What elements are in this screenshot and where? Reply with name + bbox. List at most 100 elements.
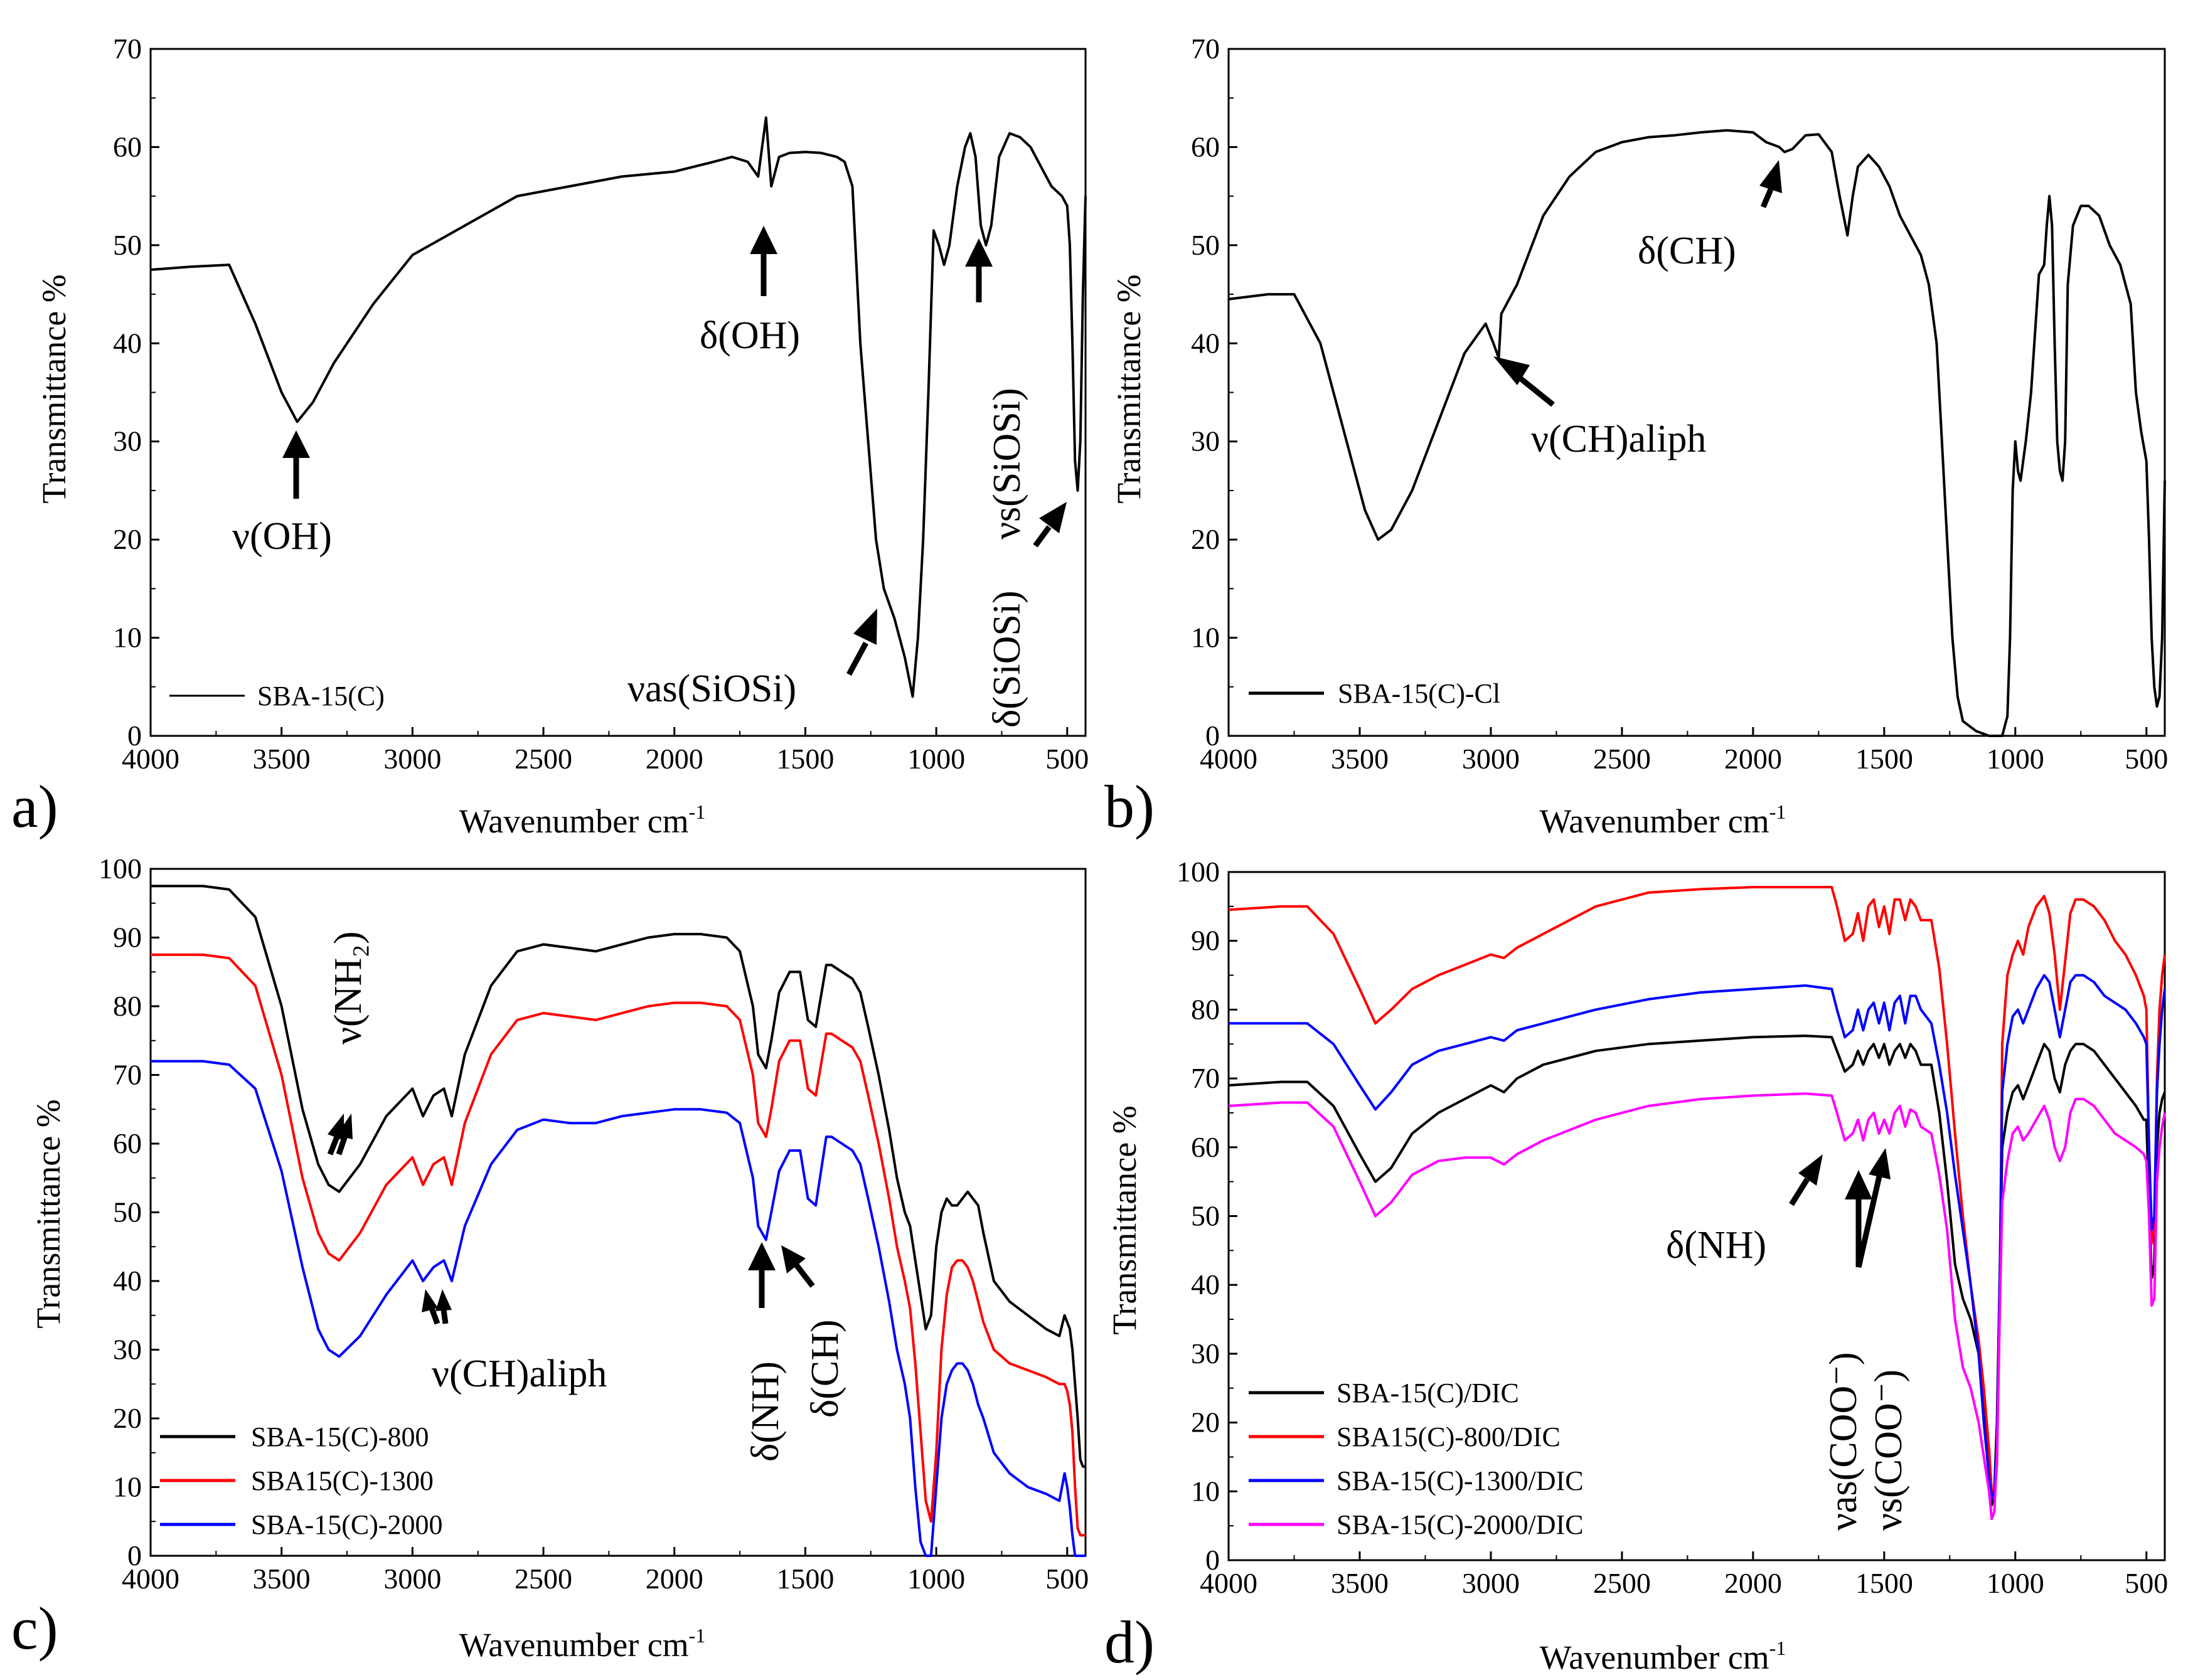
annotation-delta-siosi: δ(SiOSi) bbox=[986, 590, 1028, 728]
panel-c-annotations: ν(NH₂) ν(CH)aliph δ(NH) δ(CH) bbox=[327, 932, 846, 1462]
panel-d-ytick-label-30: 30 bbox=[1191, 1337, 1220, 1369]
panel-d-legend-label-2: SBA-15(C)-1300/DIC bbox=[1337, 1465, 1584, 1496]
arrow-nuas-coo-head bbox=[1845, 1170, 1872, 1199]
panel-d-legend-label-0: SBA-15(C)/DIC bbox=[1337, 1378, 1519, 1408]
panel-a-ylabel: Transmittance % bbox=[35, 274, 73, 503]
panel-d-xtick-label-4000: 4000 bbox=[1200, 1567, 1257, 1599]
annotation-delta-nh-c: δ(NH) bbox=[744, 1361, 787, 1462]
panel-d-series bbox=[1228, 886, 2166, 1521]
panel-d-xtick-label-1000: 1000 bbox=[1987, 1567, 2044, 1599]
panel-c-xtick-label-3500: 3500 bbox=[253, 1563, 311, 1595]
panel-d-xtick-label-2500: 2500 bbox=[1593, 1567, 1651, 1599]
arrow-delta-ch-b-head bbox=[1759, 160, 1782, 193]
annotation-nu-nh2: ν(NH₂) bbox=[327, 932, 370, 1045]
panel-d-legend-label-3: SBA-15(C)-2000/DIC bbox=[1337, 1509, 1584, 1540]
panel-d-ytick-label-20: 20 bbox=[1191, 1406, 1220, 1438]
panel-d-xtick-label-2000: 2000 bbox=[1724, 1567, 1782, 1599]
panel-b-xtick-label-2500: 2500 bbox=[1593, 743, 1651, 775]
panel-b-xtick-label-2000: 2000 bbox=[1724, 743, 1782, 775]
panel-c-series bbox=[151, 885, 1086, 1557]
panel-b-ylabel: Transmittance % bbox=[1110, 274, 1148, 503]
panel-b-ytick-label-30: 30 bbox=[1191, 425, 1220, 457]
panel-c-legend: SBA-15(C)-800 SBA15(C)-1300 SBA-15(C)-20… bbox=[160, 1422, 443, 1540]
panel-c-ylabel: Transmittance % bbox=[29, 1099, 67, 1328]
panel-c-xtick-label-3000: 3000 bbox=[383, 1563, 441, 1595]
panel-c-ytick-label-80: 80 bbox=[113, 990, 142, 1022]
panel-c-series-1 bbox=[151, 953, 1086, 1537]
panel-c-legend-label-1: SBA15(C)-1300 bbox=[251, 1465, 434, 1496]
panel-b-series bbox=[1228, 129, 2166, 737]
panel-b-ytick-label-0: 0 bbox=[1205, 720, 1220, 752]
panel-c-ytick-label-50: 50 bbox=[113, 1196, 142, 1228]
panel-a-ytick-label-10: 10 bbox=[113, 622, 142, 654]
panel-c-label: c) bbox=[11, 1595, 58, 1662]
panel-a-xtick-label-500: 500 bbox=[1045, 743, 1089, 775]
panel-d-annotations: δ(NH) νas(COO⁻) νs(COO⁻) bbox=[1666, 1148, 1910, 1531]
panel-d: 0 10 20 30 40 50 60 70 80 90 100 4000 3500 3000 2500 20… bbox=[1104, 856, 2168, 1676]
panel-a: 0 10 20 30 40 50 60 70 4000 3500 3000 2500 2000 1500 1… bbox=[11, 33, 1089, 840]
arrow-nu-ch-c-b-head bbox=[435, 1289, 452, 1311]
panel-d-ytick-label-60: 60 bbox=[1191, 1131, 1220, 1163]
panel-d-ytick-label-90: 90 bbox=[1191, 925, 1220, 957]
panel-a-xtick-label-3500: 3500 bbox=[253, 743, 311, 775]
panel-a-xtick-label-1000: 1000 bbox=[907, 743, 965, 775]
panel-c-xlabel: Wavenumber cm-1 bbox=[459, 1624, 706, 1664]
panel-a-xtick-label-2500: 2500 bbox=[515, 743, 572, 775]
panel-d-xtick-label-500: 500 bbox=[2125, 1567, 2168, 1599]
panel-c-xtick-label-500: 500 bbox=[1045, 1563, 1089, 1595]
panel-a-ytick-label-20: 20 bbox=[113, 523, 142, 555]
panel-b: 0 10 20 30 40 50 60 70 4000 3500 3000 2500 2000 1500 1… bbox=[1104, 33, 2168, 840]
panel-a-xlabel: Wavenumber cm-1 bbox=[459, 800, 706, 840]
panel-b-ytick-label-70: 70 bbox=[1191, 33, 1220, 65]
panel-a-series-0 bbox=[150, 116, 1087, 698]
panel-a-ytick-label-0: 0 bbox=[127, 720, 142, 752]
panel-a-xtick-label-2000: 2000 bbox=[646, 743, 703, 775]
annotation-nus-siosi: νs(SiOSi) bbox=[986, 388, 1028, 540]
annotation-nuas-siosi: νas(SiOSi) bbox=[627, 667, 796, 710]
panel-b-ytick-label-40: 40 bbox=[1191, 327, 1220, 359]
panel-a-xtick-label-3000: 3000 bbox=[383, 743, 441, 775]
panel-b-axes: 0 10 20 30 40 50 60 70 4000 3500 3000 2500 2000 1500 1… bbox=[1191, 33, 2168, 775]
panel-d-ylabel: Transmittance % bbox=[1106, 1105, 1143, 1334]
annotation-nus-coo: νs(COO⁻) bbox=[1867, 1369, 1910, 1531]
arrow-nu-ch-aliph-b-head bbox=[1493, 356, 1530, 385]
panel-c-ytick-label-30: 30 bbox=[113, 1334, 142, 1366]
arrow-nuas-siosi-head bbox=[853, 609, 877, 645]
arrow-nuas-siosi bbox=[846, 641, 868, 676]
panel-a-ytick-label-30: 30 bbox=[113, 425, 142, 457]
arrow-nu-ch-c-a-head bbox=[422, 1289, 438, 1312]
panel-d-ytick-label-40: 40 bbox=[1191, 1268, 1220, 1300]
panel-d-legend-label-1: SBA15(C)-800/DIC bbox=[1337, 1422, 1561, 1452]
panel-d-axes: 0 10 20 30 40 50 60 70 80 90 100 4000 3500 3000 2500 20… bbox=[1177, 856, 2168, 1599]
panel-c-legend-label-2: SBA-15(C)-2000 bbox=[251, 1509, 443, 1540]
panel-b-frame bbox=[1227, 48, 2166, 737]
arrow-nus-siosi-head bbox=[965, 238, 993, 267]
arrow-delta-nh-d-head bbox=[1798, 1154, 1823, 1186]
panel-c-xtick-label-4000: 4000 bbox=[122, 1563, 179, 1595]
panel-c-legend-label-0: SBA-15(C)-800 bbox=[251, 1422, 429, 1452]
panel-a-frame bbox=[149, 48, 1087, 737]
panel-b-ytick-label-10: 10 bbox=[1191, 622, 1220, 654]
panel-c-ytick-label-70: 70 bbox=[113, 1059, 142, 1091]
panel-d-ytick-label-0: 0 bbox=[1205, 1544, 1220, 1576]
arrow-delta-ch-c-head bbox=[781, 1245, 806, 1273]
arrow-delta-nh-d bbox=[1789, 1178, 1810, 1206]
annotation-nuas-coo: νas(COO⁻) bbox=[1822, 1352, 1865, 1531]
panel-c-xtick-label-1000: 1000 bbox=[907, 1563, 965, 1595]
panel-c-series-0 bbox=[151, 885, 1086, 1468]
panel-b-xtick-label-500: 500 bbox=[2125, 743, 2168, 775]
panel-c-ytick-label-10: 10 bbox=[113, 1471, 142, 1503]
annotation-nu-ch-aliph-b: ν(CH)aliph bbox=[1531, 418, 1706, 460]
panel-c-xtick-label-2500: 2500 bbox=[515, 1563, 572, 1595]
panel-a-series bbox=[150, 116, 1087, 698]
panel-d-label: d) bbox=[1104, 1608, 1155, 1676]
panel-c: 0 10 20 30 40 50 60 70 80 90 100 4000 3500 3000 2500 20… bbox=[11, 853, 1089, 1664]
panel-d-legend: SBA-15(C)/DIC SBA15(C)-800/DIC SBA-15(C)… bbox=[1249, 1378, 1584, 1540]
arrow-nu-nh2-b-head bbox=[336, 1114, 353, 1139]
panel-b-xtick-label-3500: 3500 bbox=[1331, 743, 1389, 775]
arrow-nu-oh-head bbox=[282, 430, 310, 458]
arrow-nus-coo-head bbox=[1869, 1148, 1891, 1179]
panel-a-ytick-label-70: 70 bbox=[113, 33, 142, 65]
arrow-nus-coo bbox=[1855, 1176, 1882, 1268]
panel-b-xtick-label-1500: 1500 bbox=[1855, 743, 1913, 775]
